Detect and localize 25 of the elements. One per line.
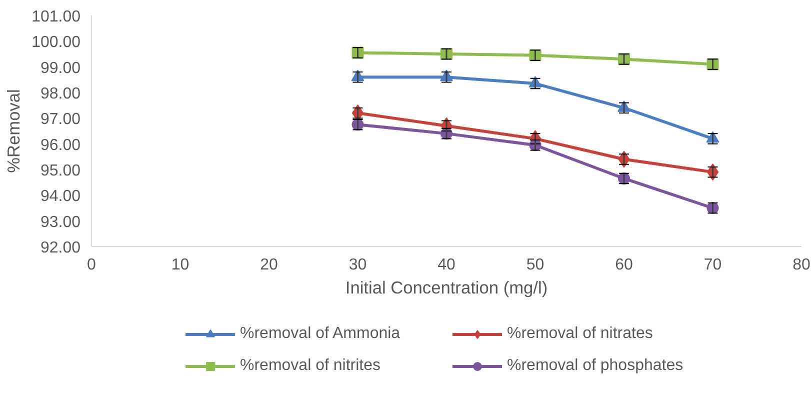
legend-label: %removal of phosphates	[507, 357, 684, 375]
y-tick-label: 93.00	[40, 214, 81, 231]
legend-label: %removal of nitrites	[240, 357, 382, 375]
y-tick-label: 101.00	[32, 8, 81, 26]
x-tick-label: 10	[171, 256, 190, 274]
y-tick-label: 99.00	[40, 60, 81, 77]
x-tick-label: 0	[87, 256, 96, 274]
legend-label: %removal of nitrates	[507, 325, 654, 343]
y-axis-title: %Removal	[4, 89, 24, 173]
y-tick-label: 100.00	[32, 34, 81, 52]
y-tick-label: 92.00	[40, 240, 81, 256]
y-tick-label: 98.00	[40, 86, 81, 102]
y-tick-label: 96.00	[40, 136, 81, 154]
x-tick-label: 20	[260, 256, 278, 274]
x-tick-label: 80	[792, 256, 810, 274]
y-tick-label: 95.00	[40, 162, 81, 180]
y-tick-label: 97.00	[40, 111, 81, 128]
legend-label: %removal of Ammonia	[240, 325, 402, 343]
x-tick-label: 30	[348, 256, 367, 274]
x-tick-label: 40	[438, 256, 456, 274]
x-tick-label: 60	[615, 256, 633, 274]
x-tick-label: 70	[704, 256, 722, 274]
y-tick-label: 94.00	[40, 188, 81, 206]
x-tick-label: 50	[526, 256, 544, 274]
x-axis-title: Initial Concentration (mg/l)	[345, 278, 548, 298]
